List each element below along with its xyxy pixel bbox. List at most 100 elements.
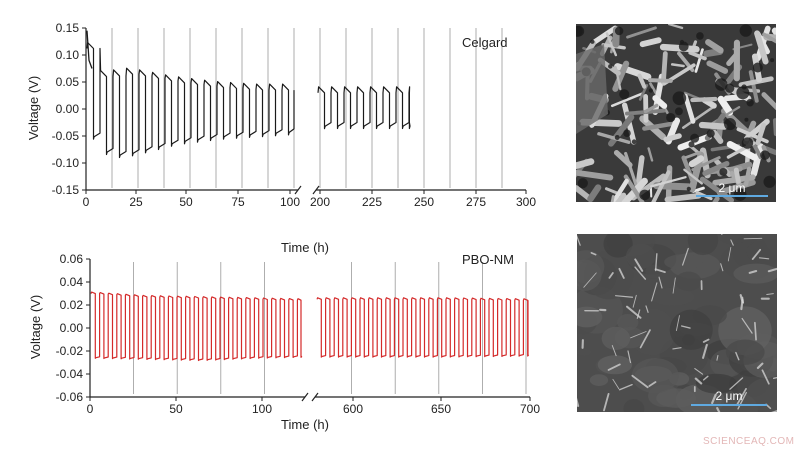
fiber: [660, 51, 668, 85]
fiber: [755, 122, 767, 146]
x-tick-label: 100: [252, 402, 272, 416]
fiber: [668, 24, 684, 30]
initial-spike: [86, 30, 93, 69]
fiber: [711, 130, 724, 144]
fiber: [614, 65, 622, 91]
surface-ridge: [766, 293, 774, 295]
top-y-axis-label: Voltage (V): [26, 76, 41, 140]
surface-ridge: [630, 331, 647, 339]
pore: [648, 88, 653, 93]
bottom-x-axis-label: Time (h): [281, 417, 329, 432]
axis-break-mark: [311, 392, 319, 402]
surface-ridge: [729, 377, 744, 390]
bottom-y-axis-label: Voltage (V): [28, 295, 43, 359]
fiber: [688, 155, 705, 168]
surface-ridge: [639, 329, 651, 349]
surface-ridge: [735, 388, 747, 407]
surface-ridge: [583, 272, 597, 288]
pore: [686, 186, 691, 192]
fiber: [706, 60, 729, 74]
fiber: [694, 48, 704, 73]
fiber: [610, 92, 644, 108]
y-tick-label: 0.06: [60, 252, 84, 266]
pore: [719, 167, 728, 176]
fiber: [691, 156, 721, 172]
top-x-axis-label: Time (h): [281, 240, 329, 255]
axis-break-mark: [301, 392, 309, 402]
surface-ridge: [694, 377, 703, 385]
celgard-fiber-texture: [576, 24, 776, 202]
surface-ridge: [716, 354, 719, 361]
y-tick-label: 0.05: [56, 75, 80, 89]
surface-ridge: [672, 277, 676, 294]
watermark: SCIENCEAQ.COM: [703, 436, 795, 447]
surface-ridge: [702, 343, 708, 359]
surface-ridge: [743, 237, 763, 240]
fiber: [772, 118, 776, 137]
surface-patch: [625, 243, 656, 269]
surface-ridge: [658, 276, 663, 289]
fiber: [748, 70, 759, 103]
surface-ridge: [682, 247, 689, 266]
surface-ridge: [735, 351, 740, 361]
surface-ridge: [741, 317, 753, 334]
surface-patch: [675, 271, 702, 292]
surface-ridge: [727, 246, 732, 262]
surface-ridge: [618, 267, 625, 279]
surface-patch: [695, 373, 738, 394]
pore: [614, 26, 624, 36]
fiber: [649, 176, 687, 188]
x-tick-label: 650: [431, 402, 451, 416]
fiber: [663, 133, 682, 143]
voltage-line: [90, 291, 529, 362]
y-tick-label: -0.06: [56, 390, 84, 404]
figure-plots: 0.150.100.050.00-0.05-0.10-0.150 25 50 75 10…: [26, 21, 541, 432]
fiber: [717, 95, 734, 116]
surface-patch: [589, 374, 609, 387]
surface-ridge: [672, 347, 682, 350]
surface-ridge: [702, 375, 709, 381]
pore: [631, 139, 637, 145]
y-tick-label: 0.15: [56, 21, 80, 35]
surface-ridge: [748, 269, 758, 274]
pore: [770, 58, 775, 63]
pore: [733, 188, 747, 201]
surface-ridge: [645, 305, 649, 313]
surface-patch: [669, 309, 713, 350]
x-tick-label: 225: [362, 195, 382, 209]
surface-ridge: [739, 294, 744, 304]
surface-ridge: [577, 397, 580, 407]
surface-ridge: [590, 252, 597, 256]
axis-break-mark: [294, 185, 302, 195]
fiber: [597, 132, 631, 144]
surface-patch: [656, 388, 697, 408]
pore: [639, 189, 651, 201]
fiber: [762, 146, 776, 156]
bottom-axes: 0.06 0.04 0.02 0.00 -0.02 -0.04 -0.060 50 100 600…: [56, 252, 541, 416]
surface-ridge: [751, 248, 762, 261]
pore: [674, 107, 683, 116]
fiber: [726, 51, 740, 67]
surface-ridge: [626, 305, 642, 319]
x-tick-label: 300: [516, 195, 536, 209]
pore: [619, 89, 630, 100]
fiber: [738, 76, 774, 88]
sem-image-pbo-nm: 2 μm: [577, 234, 777, 412]
y-tick-label: -0.04: [56, 367, 84, 381]
fiber: [682, 105, 715, 129]
fiber: [587, 184, 602, 202]
surface-ridge: [611, 345, 617, 357]
surface-ridge: [603, 393, 610, 412]
y-tick-label: 0.00: [60, 321, 84, 335]
fiber: [688, 50, 707, 61]
fiber: [670, 63, 685, 68]
pore: [678, 41, 689, 52]
scale-bar-label: 2 μm: [719, 181, 746, 195]
fiber: [762, 32, 776, 44]
y-tick-label: 0.02: [60, 298, 84, 312]
pore: [715, 78, 728, 91]
pore: [741, 84, 747, 90]
axis-break-mark: [312, 185, 320, 195]
fiber: [647, 147, 654, 162]
pore: [752, 62, 763, 73]
